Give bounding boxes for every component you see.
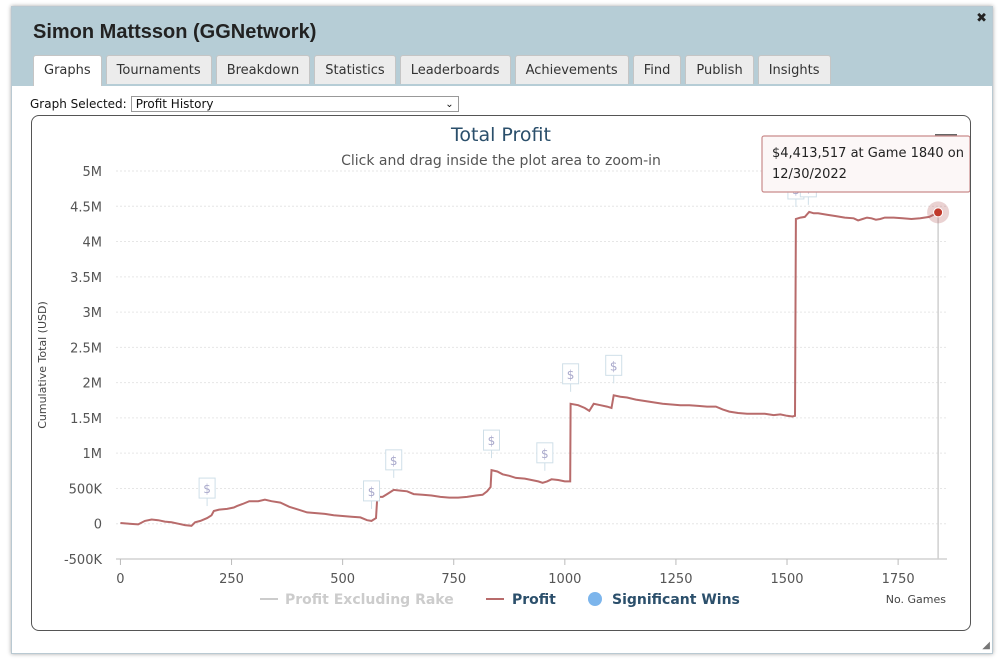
- y-tick-label: 2.5M: [70, 341, 102, 356]
- title-bar: Simon Mattsson (GGNetwork) ✖ Graphs Tourn…: [12, 7, 992, 86]
- graph-select-value: Profit History: [135, 97, 214, 111]
- legend-label-profit: Profit: [512, 592, 556, 608]
- graph-select-row: Graph Selected: Profit History ⌄: [30, 96, 459, 112]
- legend-symbol-significant-wins: [588, 592, 602, 606]
- tab-insights[interactable]: Insights: [757, 55, 831, 84]
- x-tick-label: 1000: [548, 572, 581, 587]
- y-tick-label: 1M: [83, 447, 103, 462]
- significant-win-flag-label: $: [610, 359, 618, 373]
- tab-achievements[interactable]: Achievements: [514, 55, 629, 84]
- graph-select-label: Graph Selected:: [30, 97, 127, 111]
- legend-label-profit-excluding-rake: Profit Excluding Rake: [285, 592, 454, 608]
- close-icon[interactable]: ✖: [976, 11, 987, 26]
- tooltip-line-2: 12/30/2022: [772, 167, 847, 182]
- y-tick-label: 5M: [83, 165, 103, 180]
- resize-grip-icon[interactable]: ◢: [982, 640, 990, 651]
- player-title: Simon Mattsson (GGNetwork): [33, 21, 317, 43]
- tab-leaderboards[interactable]: Leaderboards: [399, 55, 511, 84]
- graph-select-dropdown[interactable]: Profit History ⌄: [130, 96, 459, 112]
- significant-win-flag-label: $: [390, 454, 398, 468]
- x-tick-label: 250: [219, 572, 244, 587]
- tab-publish[interactable]: Publish: [685, 55, 754, 84]
- x-tick-label: 500: [330, 572, 355, 587]
- y-tick-label: 3M: [83, 306, 103, 321]
- tab-find[interactable]: Find: [632, 55, 682, 84]
- tab-graphs[interactable]: Graphs: [33, 55, 102, 86]
- profit-series-line: [120, 210, 939, 527]
- y-tick-label: 0: [94, 518, 102, 533]
- legend-label-significant-wins: Significant Wins: [612, 592, 740, 608]
- hover-point: [933, 207, 944, 218]
- profit-chart[interactable]: Total Profit Click and drag inside the pl…: [32, 116, 970, 630]
- x-tick-label: 1250: [659, 572, 692, 587]
- menu-icon-bar-0: [935, 134, 957, 137]
- chart-title: Total Profit: [450, 124, 551, 146]
- y-tick-label: 4M: [83, 236, 103, 251]
- chart-container[interactable]: Total Profit Click and drag inside the pl…: [31, 115, 971, 631]
- tooltip-box: [761, 135, 970, 193]
- chart-subtitle: Click and drag inside the plot area to z…: [341, 153, 661, 169]
- significant-win-flag-label: $: [567, 368, 575, 382]
- y-tick-label: 500K: [69, 482, 103, 497]
- tab-statistics[interactable]: Statistics: [314, 55, 396, 84]
- y-axis-label: Cumulative Total (USD): [36, 301, 49, 429]
- tab-breakdown[interactable]: Breakdown: [215, 55, 311, 84]
- y-tick-label: 1.5M: [70, 412, 102, 427]
- x-tick-label: 750: [441, 572, 466, 587]
- tab-bar: Graphs Tournaments Breakdown Statistics Lead…: [33, 55, 831, 86]
- y-tick-label: 2M: [83, 377, 103, 392]
- significant-win-flag-label: $: [368, 485, 376, 499]
- x-tick-label: 1750: [882, 572, 915, 587]
- significant-win-flag-label: $: [203, 482, 211, 496]
- x-tick-label: 0: [116, 572, 124, 587]
- player-window: Simon Mattsson (GGNetwork) ✖ Graphs Tourn…: [11, 6, 993, 654]
- significant-win-flag-label: $: [541, 447, 549, 461]
- tooltip-line-1: $4,413,517 at Game 1840 on: [772, 146, 964, 161]
- significant-win-flag-label: $: [488, 434, 496, 448]
- x-axis-label: No. Games: [886, 593, 947, 606]
- x-tick-label: 1500: [770, 572, 803, 587]
- tab-tournaments[interactable]: Tournaments: [105, 55, 212, 84]
- y-tick-label: -500K: [64, 553, 103, 568]
- y-tick-label: 4.5M: [70, 200, 102, 215]
- chevron-down-icon: ⌄: [445, 98, 454, 110]
- y-tick-label: 3.5M: [70, 271, 102, 286]
